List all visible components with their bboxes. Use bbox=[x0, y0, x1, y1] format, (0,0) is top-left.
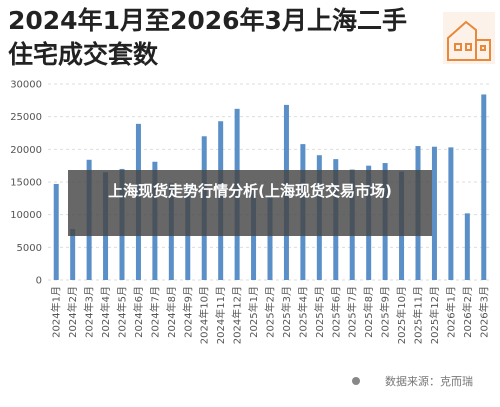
x-tick-label: 2024年8月 bbox=[165, 286, 178, 338]
x-tick-label: 2026年2月 bbox=[461, 286, 474, 338]
bar bbox=[431, 146, 437, 280]
bar bbox=[53, 183, 59, 280]
source: 数据来源：克而瑞 bbox=[385, 374, 473, 388]
y-tick-label: 5000 bbox=[17, 243, 42, 254]
source-dot bbox=[352, 377, 360, 385]
bar bbox=[464, 213, 470, 280]
x-tick-label: 2025年1月 bbox=[247, 286, 260, 338]
overlay-banner: 上海现货走势行情分析(上海现货交易市场) bbox=[68, 170, 432, 236]
y-tick-label: 30000 bbox=[10, 80, 42, 91]
x-tick-label: 2025年10月 bbox=[395, 286, 408, 344]
x-tick-label: 2025年9月 bbox=[379, 286, 392, 338]
y-tick-label: 10000 bbox=[10, 210, 42, 221]
x-tick-label: 2024年7月 bbox=[148, 286, 161, 338]
x-tick-label: 2024年11月 bbox=[214, 286, 227, 344]
x-tick-label: 2024年10月 bbox=[198, 286, 211, 344]
x-tick-label: 2026年3月 bbox=[477, 286, 490, 338]
x-tick-label: 2024年1月 bbox=[50, 286, 63, 338]
x-tick-label: 2025年4月 bbox=[296, 286, 309, 338]
x-tick-label: 2024年5月 bbox=[116, 286, 129, 338]
bar bbox=[70, 229, 76, 280]
x-tick-label: 2025年5月 bbox=[313, 286, 326, 338]
y-tick-label: 20000 bbox=[10, 145, 42, 156]
x-tick-label: 2025年2月 bbox=[264, 286, 277, 338]
bar bbox=[448, 147, 454, 280]
house-icon bbox=[443, 12, 495, 64]
x-tick-label: 2024年9月 bbox=[181, 286, 194, 338]
y-tick-label: 25000 bbox=[10, 112, 42, 123]
x-tick-label: 2026年1月 bbox=[444, 286, 457, 338]
x-tick-label: 2025年11月 bbox=[412, 286, 425, 344]
y-tick-label: 0 bbox=[36, 276, 42, 287]
x-tick-label: 2025年3月 bbox=[280, 286, 293, 338]
bar bbox=[481, 94, 487, 280]
x-tick-label: 2025年6月 bbox=[329, 286, 342, 338]
x-tick-label: 2024年2月 bbox=[66, 286, 79, 338]
y-tick-label: 15000 bbox=[10, 178, 42, 189]
x-tick-label: 2025年8月 bbox=[362, 286, 375, 338]
x-tick-label: 2024年12月 bbox=[231, 286, 244, 344]
x-tick-label: 2025年12月 bbox=[428, 286, 441, 344]
x-tick-label: 2024年3月 bbox=[83, 286, 96, 338]
x-tick-label: 2025年7月 bbox=[346, 286, 359, 338]
bar bbox=[267, 195, 273, 280]
chart-title: 2024年1月至2026年3月上海二手住宅成交套数 bbox=[8, 6, 407, 69]
x-tick-label: 2024年4月 bbox=[99, 286, 112, 338]
x-tick-label: 2024年6月 bbox=[132, 286, 145, 338]
